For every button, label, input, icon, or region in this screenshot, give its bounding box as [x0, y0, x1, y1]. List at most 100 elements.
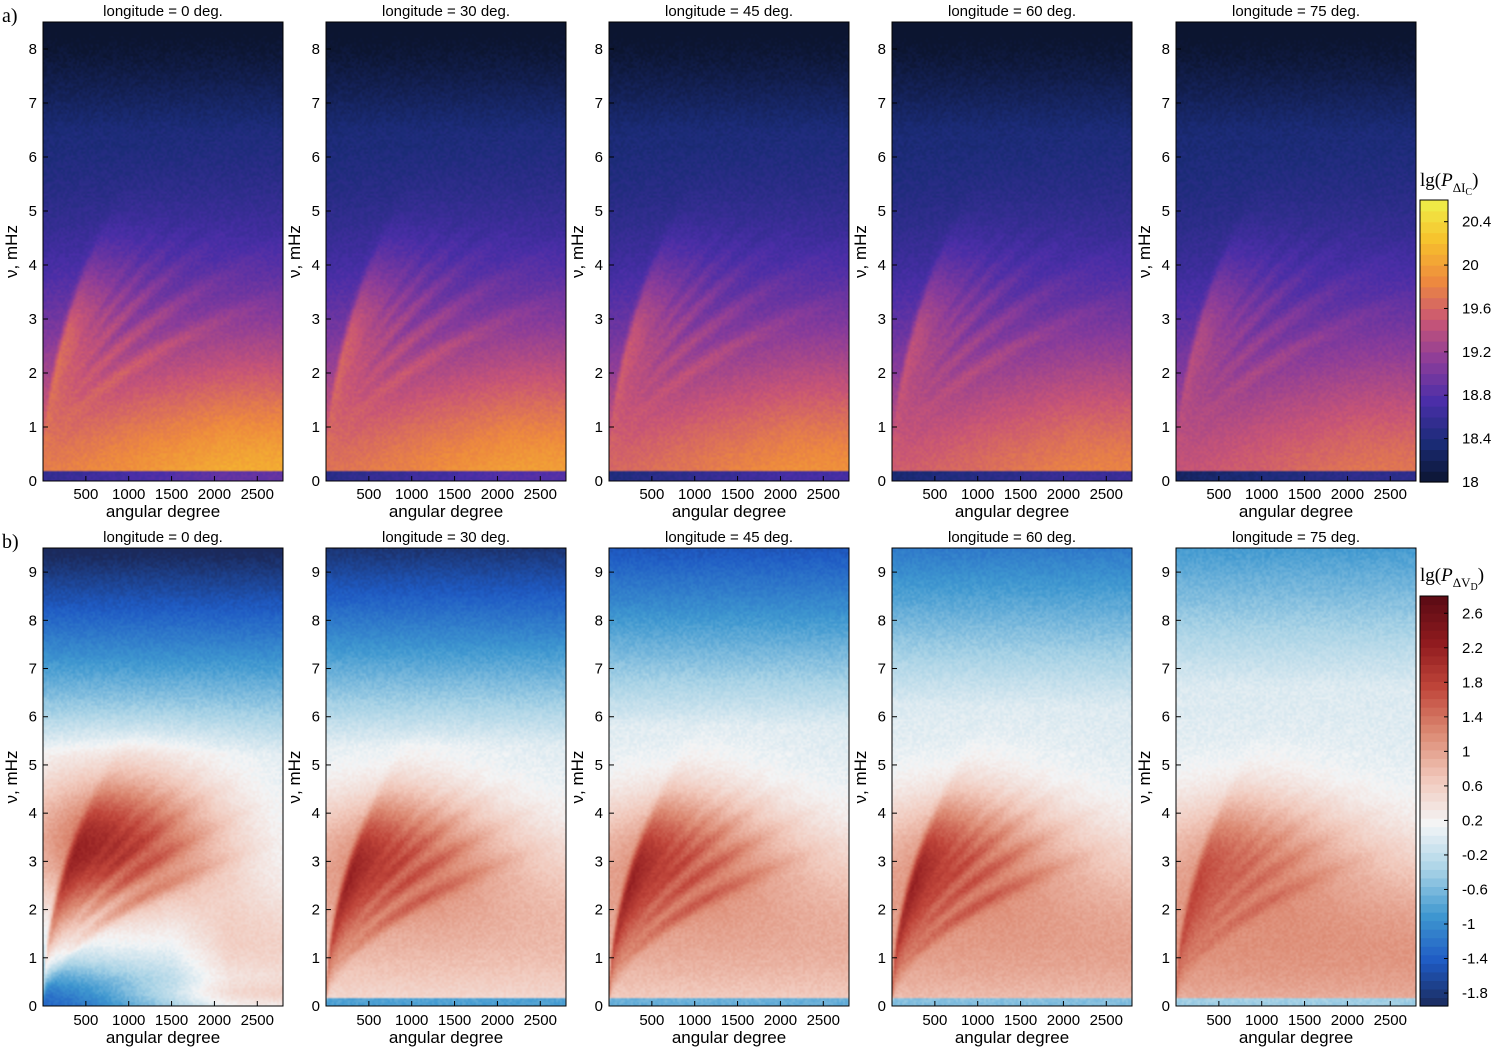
y-tick-label: 0 — [312, 473, 320, 490]
y-tick-label: 3 — [878, 853, 886, 870]
colorbar-band — [1420, 749, 1448, 759]
y-tick-label: 6 — [1162, 709, 1170, 726]
colorbar-band — [1420, 792, 1448, 802]
panel-title: longitude = 60 deg. — [948, 3, 1076, 20]
panel-title: longitude = 75 deg. — [1232, 3, 1360, 20]
y-tick-label: 5 — [878, 757, 886, 774]
y-tick-label: 3 — [1162, 311, 1170, 328]
x-axis-label: angular degree — [106, 502, 220, 521]
colorbar-band — [1420, 449, 1448, 461]
y-tick-label: 6 — [1162, 149, 1170, 166]
heatmap-image — [609, 548, 849, 1006]
x-tick-label: 1000 — [1245, 486, 1278, 503]
y-tick-label: 2 — [595, 365, 603, 382]
colorbar-tick-label: 20.4 — [1462, 214, 1491, 231]
colorbar-band — [1420, 775, 1448, 785]
y-axis-label: ν, mHz — [2, 751, 21, 804]
plot-frame — [608, 21, 850, 482]
y-tick-label: 6 — [29, 149, 37, 166]
colorbar-band — [1420, 766, 1448, 776]
y-tick-label: 3 — [312, 853, 320, 870]
x-tick-label: 1500 — [155, 486, 188, 503]
panel-b-3: longitude = 60 deg. 500 1000 1500 2000 2500 an… — [851, 529, 1133, 1047]
colorbar-band — [1420, 741, 1448, 751]
x-tick-label: 2000 — [481, 486, 514, 503]
panel-title: longitude = 75 deg. — [1232, 529, 1360, 546]
colorbar-tick-label: 18.4 — [1462, 431, 1491, 448]
colorbar-band — [1420, 954, 1448, 964]
x-tick-label: 1000 — [678, 1012, 711, 1029]
colorbar-band — [1420, 894, 1448, 905]
x-tick-label: 2500 — [807, 486, 840, 503]
colorbar-frame — [1419, 595, 1449, 1007]
colorbar-band — [1420, 254, 1448, 266]
y-tick-label: 9 — [878, 564, 886, 581]
y-tick-label: 7 — [595, 661, 603, 678]
colorbar-band — [1420, 630, 1448, 640]
y-tick-label: 6 — [878, 709, 886, 726]
colorbar-band — [1420, 732, 1448, 742]
x-tick-label: 2500 — [241, 1012, 274, 1029]
x-tick-label: 2000 — [198, 486, 231, 503]
heatmap-image — [43, 22, 283, 481]
colorbars-group: 18 18.4 18.8 19.2 19.6 20 20.4 lg(PΔIC) -1.8 -1.4… — [1419, 170, 1491, 1007]
y-tick-label: 4 — [312, 805, 320, 822]
plot-frame — [1175, 547, 1417, 1007]
y-tick-label: 4 — [1162, 805, 1170, 822]
colorbar-band — [1420, 912, 1448, 922]
colorbar-band — [1420, 681, 1448, 691]
x-tick-label: 1500 — [155, 1012, 188, 1029]
colorbar-tick-label: 18.8 — [1462, 387, 1491, 404]
colorbar-band — [1420, 638, 1448, 648]
x-axis-label: angular degree — [955, 1028, 1069, 1047]
colorbar-label: lg(PΔIC) — [1420, 170, 1478, 198]
colorbar-band — [1420, 438, 1448, 451]
y-axis-label: ν, mHz — [568, 751, 587, 804]
x-tick-label: 500 — [73, 1012, 98, 1029]
colorbar-tick-label: 19.6 — [1462, 300, 1491, 317]
y-tick-label: 0 — [1162, 473, 1170, 490]
y-tick-label: 2 — [312, 902, 320, 919]
colorbar-band — [1420, 232, 1448, 244]
colorbar-band — [1420, 886, 1448, 896]
colorbar-band — [1420, 297, 1448, 310]
colorbar-band — [1420, 783, 1448, 794]
y-tick-label: 7 — [312, 661, 320, 678]
y-tick-label: 3 — [878, 311, 886, 328]
y-tick-label: 1 — [29, 419, 37, 436]
x-tick-label: 2500 — [1374, 486, 1407, 503]
x-tick-label: 1000 — [1245, 1012, 1278, 1029]
colorbar-band — [1420, 869, 1448, 879]
y-tick-label: 3 — [312, 311, 320, 328]
y-tick-label: 1 — [1162, 950, 1170, 967]
y-tick-label: 0 — [1162, 998, 1170, 1015]
x-tick-label: 1500 — [1004, 1012, 1037, 1029]
y-tick-label: 7 — [1162, 661, 1170, 678]
y-tick-label: 7 — [29, 661, 37, 678]
y-tick-label: 1 — [312, 950, 320, 967]
plot-frame — [325, 547, 567, 1007]
y-axis-label: ν, mHz — [851, 751, 870, 804]
colorbar-band — [1420, 384, 1448, 396]
colorbar-band — [1420, 596, 1448, 606]
colorbar-band — [1420, 416, 1448, 429]
panel-b-4: longitude = 75 deg. 500 1000 1500 2000 2500 an… — [1135, 529, 1417, 1047]
y-tick-label: 3 — [1162, 853, 1170, 870]
heatmap-image — [892, 22, 1132, 481]
colorbar-band — [1420, 265, 1448, 277]
y-axis-label: ν, mHz — [285, 225, 304, 278]
x-tick-label: 2000 — [1047, 1012, 1080, 1029]
x-axis-label: angular degree — [955, 502, 1069, 521]
colorbar-band — [1420, 427, 1448, 440]
y-tick-label: 8 — [595, 612, 603, 629]
colorbar-band — [1420, 308, 1448, 320]
colorbar-band — [1420, 707, 1448, 717]
y-tick-label: 0 — [29, 473, 37, 490]
y-axis-label: ν, mHz — [1135, 751, 1154, 804]
colorbar-band — [1420, 330, 1448, 342]
x-tick-label: 1000 — [678, 486, 711, 503]
y-tick-label: 5 — [595, 203, 603, 220]
y-tick-label: 7 — [878, 661, 886, 678]
x-tick-label: 1500 — [1288, 1012, 1321, 1029]
x-tick-label: 2000 — [764, 1012, 797, 1029]
